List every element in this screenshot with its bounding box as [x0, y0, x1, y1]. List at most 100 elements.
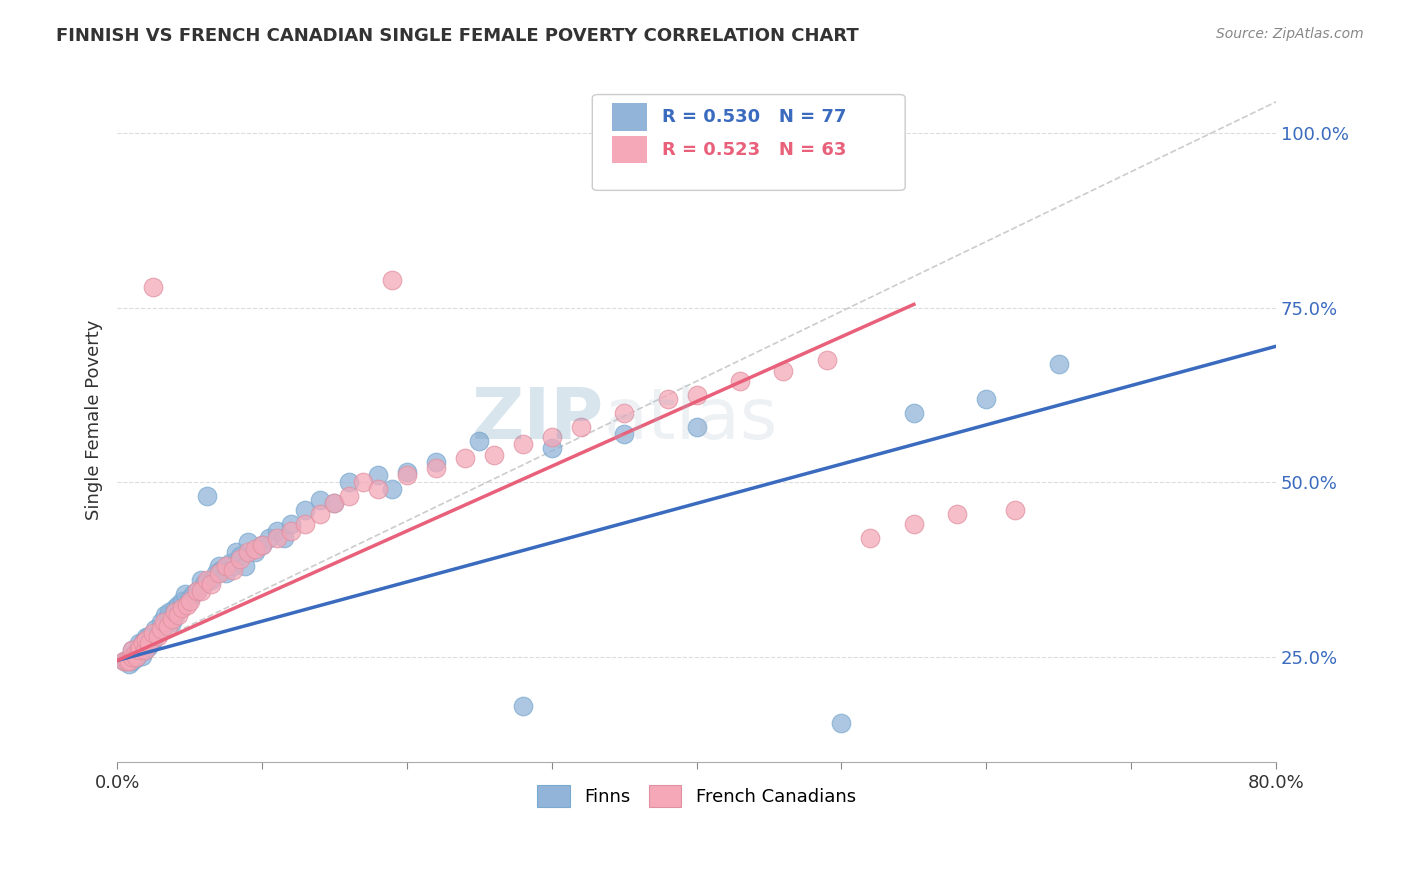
Point: [128, 643, 150, 657]
Point: [1091, 797, 1114, 811]
Point: [280, 524, 302, 539]
Point: [146, 625, 169, 640]
Point: [165, 601, 187, 615]
Point: [830, 716, 852, 731]
Point: [225, 545, 247, 559]
Point: [772, 364, 794, 378]
Point: [309, 507, 332, 521]
Point: [131, 648, 153, 663]
Point: [121, 643, 143, 657]
Point: [142, 280, 165, 294]
Point: [207, 566, 229, 581]
Point: [193, 576, 215, 591]
Point: [229, 549, 252, 563]
Point: [337, 475, 360, 490]
Point: [167, 598, 190, 612]
Point: [142, 625, 165, 640]
Point: [134, 643, 156, 657]
Point: [540, 430, 562, 444]
Point: [233, 559, 256, 574]
Point: [219, 556, 242, 570]
Point: [117, 653, 139, 667]
Point: [280, 517, 302, 532]
Point: [512, 698, 534, 713]
Point: [174, 587, 197, 601]
Point: [250, 538, 273, 552]
Point: [367, 468, 389, 483]
Text: R = 0.523   N = 63: R = 0.523 N = 63: [662, 141, 846, 159]
Point: [259, 531, 281, 545]
Text: ZIP: ZIP: [471, 385, 603, 454]
Point: [512, 437, 534, 451]
Point: [129, 644, 152, 658]
Point: [204, 566, 226, 581]
Point: [859, 531, 882, 545]
Point: [243, 541, 266, 556]
Point: [124, 647, 146, 661]
Point: [156, 618, 179, 632]
Point: [179, 594, 201, 608]
Point: [121, 648, 143, 663]
Point: [167, 608, 190, 623]
Point: [118, 653, 141, 667]
Point: [657, 392, 679, 406]
Point: [215, 566, 238, 581]
Point: [222, 563, 245, 577]
Point: [337, 490, 360, 504]
Point: [149, 615, 172, 629]
Point: [613, 426, 636, 441]
Point: [946, 507, 969, 521]
Point: [156, 612, 179, 626]
Point: [170, 601, 193, 615]
Point: [266, 524, 288, 539]
Point: [352, 475, 374, 490]
Point: [135, 631, 157, 645]
Point: [135, 636, 157, 650]
Point: [569, 419, 592, 434]
Point: [186, 583, 208, 598]
Point: [146, 629, 169, 643]
Point: [117, 653, 139, 667]
Point: [613, 406, 636, 420]
Y-axis label: Single Female Poverty: Single Female Poverty: [86, 319, 103, 520]
Point: [143, 622, 166, 636]
Point: [132, 640, 155, 654]
Point: [186, 583, 208, 598]
Point: [273, 531, 295, 545]
Point: [172, 594, 194, 608]
Point: [236, 545, 259, 559]
Point: [425, 454, 447, 468]
Point: [179, 591, 201, 605]
Point: [323, 496, 346, 510]
Point: [132, 634, 155, 648]
Point: [395, 468, 418, 483]
Point: [129, 640, 152, 654]
Point: [128, 643, 150, 657]
Point: [236, 534, 259, 549]
Point: [309, 492, 332, 507]
Point: [454, 450, 477, 465]
Point: [132, 636, 155, 650]
Point: [136, 640, 159, 654]
Point: [974, 392, 997, 406]
Point: [153, 608, 176, 623]
Legend: Finns, French Canadians: Finns, French Canadians: [530, 778, 863, 814]
Point: [250, 538, 273, 552]
Point: [1047, 357, 1070, 371]
Point: [157, 605, 180, 619]
Point: [181, 587, 204, 601]
Point: [207, 559, 229, 574]
Point: [135, 632, 157, 647]
Point: [124, 647, 146, 661]
Point: [294, 503, 316, 517]
Point: [323, 496, 346, 510]
Point: [728, 374, 751, 388]
Point: [685, 388, 707, 402]
Point: [540, 441, 562, 455]
Point: [176, 598, 198, 612]
Point: [211, 563, 233, 577]
Point: [114, 653, 136, 667]
Point: [482, 448, 505, 462]
Point: [222, 559, 245, 574]
Point: [190, 583, 212, 598]
